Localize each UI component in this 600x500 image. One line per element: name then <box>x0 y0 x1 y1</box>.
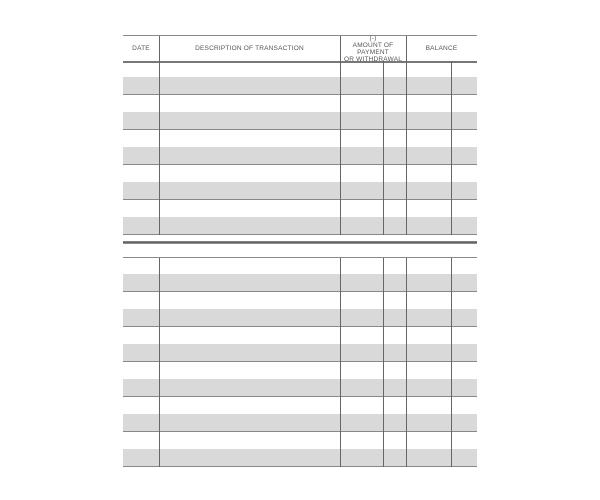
column-divider <box>451 61 452 235</box>
register-section-top <box>123 60 477 235</box>
column-divider <box>406 61 407 235</box>
amount-line2: OR WITHDRAWAL <box>343 55 403 63</box>
register-row[interactable] <box>123 60 477 95</box>
register-row[interactable] <box>123 432 477 467</box>
row-shading <box>123 77 477 95</box>
row-shading <box>123 344 477 362</box>
column-divider <box>451 258 452 467</box>
column-divider <box>340 258 341 467</box>
header-amount: (-) AMOUNT OF PAYMENT OR WITHDRAWAL <box>340 34 406 63</box>
column-divider <box>159 61 160 235</box>
amount-line1: AMOUNT OF PAYMENT <box>352 41 394 56</box>
row-shading <box>123 147 477 165</box>
register-row[interactable] <box>123 362 477 397</box>
register-row[interactable] <box>123 200 477 235</box>
register-header: DATE DESCRIPTION OF TRANSACTION (-) AMOU… <box>123 35 477 63</box>
header-balance: BALANCE <box>425 45 458 52</box>
row-shading <box>123 112 477 130</box>
row-shading <box>123 182 477 200</box>
row-shading <box>123 217 477 235</box>
column-divider <box>383 61 384 235</box>
column-divider <box>383 258 384 467</box>
column-divider <box>340 61 341 235</box>
row-shading <box>123 414 477 432</box>
register-row[interactable] <box>123 130 477 165</box>
register-row[interactable] <box>123 257 477 292</box>
register-row[interactable] <box>123 397 477 432</box>
column-divider <box>159 258 160 467</box>
header-date: DATE <box>132 45 150 52</box>
header-description: DESCRIPTION OF TRANSACTION <box>195 45 304 52</box>
register-row[interactable] <box>123 327 477 362</box>
row-shading <box>123 379 477 397</box>
amount-sign: (-) <box>369 34 377 42</box>
register-row[interactable] <box>123 165 477 200</box>
row-shading <box>123 449 477 467</box>
column-divider <box>406 258 407 467</box>
page-fold <box>123 241 477 244</box>
register-row[interactable] <box>123 95 477 130</box>
register-row[interactable] <box>123 292 477 327</box>
row-shading <box>123 274 477 292</box>
register-section-bottom <box>123 257 477 467</box>
row-shading <box>123 309 477 327</box>
